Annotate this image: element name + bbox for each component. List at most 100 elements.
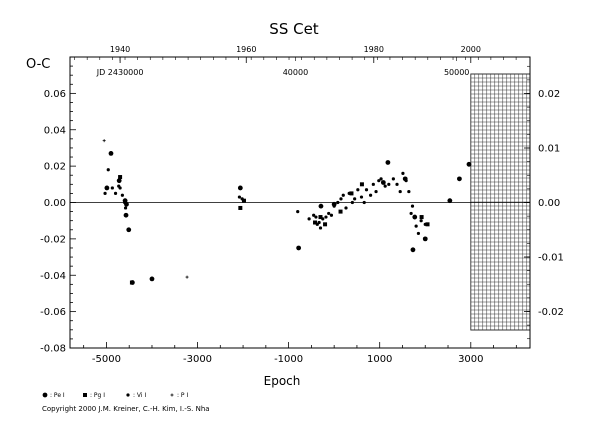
data-point [296,245,302,251]
data-point [356,188,360,192]
data-point [359,195,364,199]
y-tick-label: 0.00 [44,198,66,209]
jd-label: 50000 [444,68,469,77]
data-point [129,280,134,285]
x-tick-label: -3000 [183,354,212,365]
legend-marker [83,393,87,397]
data-point [353,197,357,201]
right-y-tick-label: 0.00 [538,198,560,209]
data-point [425,222,430,227]
legend: : Pe I: Pg I: Vi I: P I [42,392,188,399]
right-y-tick-label: 0.01 [538,144,560,155]
data-point [410,204,415,208]
hatched-region [470,73,531,331]
y-tick-label: -0.02 [40,234,66,245]
x-tick-label: 3000 [458,354,483,365]
data-point [350,200,354,205]
chart-title: SS Cet [269,20,319,38]
data-point [419,219,423,223]
data-point [344,206,348,210]
data-point [404,179,408,183]
data-point [407,189,411,194]
data-point [391,177,395,181]
data-points [102,139,472,285]
y-tick-label: -0.06 [40,307,66,318]
data-point [116,178,122,184]
data-point [341,193,345,197]
data-point [314,215,318,219]
data-point [338,209,343,214]
data-point [374,189,378,194]
y-tick-label: 0.04 [44,125,66,136]
data-point [387,182,391,186]
legend-marker [126,393,130,397]
y-tick-label: -0.04 [40,271,66,282]
data-point [321,217,325,221]
top-year-label: 1960 [236,45,256,54]
data-point [103,191,107,196]
data-point [377,179,381,183]
data-point [118,175,123,180]
data-point [416,231,421,236]
data-point [318,226,323,230]
plot-frame [69,56,531,349]
data-point [241,198,246,203]
data-point [240,197,244,201]
data-point [123,200,127,205]
data-point [323,222,328,227]
data-point [329,213,334,217]
data-point [118,186,122,190]
data-point [113,191,118,196]
data-point [339,197,343,201]
data-point [108,150,114,156]
data-point [312,213,316,217]
data-point [237,195,242,199]
data-point [410,247,416,253]
data-point [318,215,323,220]
y-tick-label: -0.08 [40,344,66,355]
data-point [106,168,110,172]
jd-label: 40000 [283,68,308,77]
data-point [332,204,336,208]
x-tick-label: -1000 [274,354,303,365]
right-y-tick-label: -0.01 [538,252,564,263]
right-y-tick-label: -0.02 [538,307,564,318]
data-point [412,214,418,220]
data-point [414,224,418,228]
data-point [447,198,453,204]
legend-label: : Pe I [50,392,65,399]
data-point [380,180,386,185]
x-tick-label: 1000 [367,354,392,365]
data-point [313,220,318,225]
data-point [349,191,354,196]
x-axis-label: Epoch [264,374,301,388]
data-point [336,200,340,205]
data-point [409,211,413,216]
data-point [123,212,129,218]
data-point [385,160,391,165]
data-point [123,206,128,210]
data-point [104,185,110,191]
data-point [401,171,405,175]
jd-label: JD 2430000 [96,68,144,77]
top-year-label: 1980 [364,45,384,54]
data-point [422,236,428,242]
data-point [296,209,300,214]
legend-marker [42,392,48,398]
data-point [126,227,132,233]
copyright-text: Copyright 2000 J.M. Kreiner, C.-H. Kim, … [42,405,210,413]
data-point [368,193,373,197]
data-point [317,220,321,225]
tick-labels: -0.08 -0.06 -0.04 -0.02 0.00 0.02 0.04 0.06 -0.0… [40,45,564,365]
legend-label: : Pg I [90,392,105,399]
data-point [371,182,375,186]
data-point [362,200,366,205]
x-tick-label: -5000 [92,354,121,365]
data-point [318,203,324,209]
data-point [347,191,351,196]
data-point [120,193,124,197]
right-y-tick-label: 0.02 [538,89,560,100]
y-tick-label: 0.02 [44,162,66,173]
data-point [237,185,243,191]
